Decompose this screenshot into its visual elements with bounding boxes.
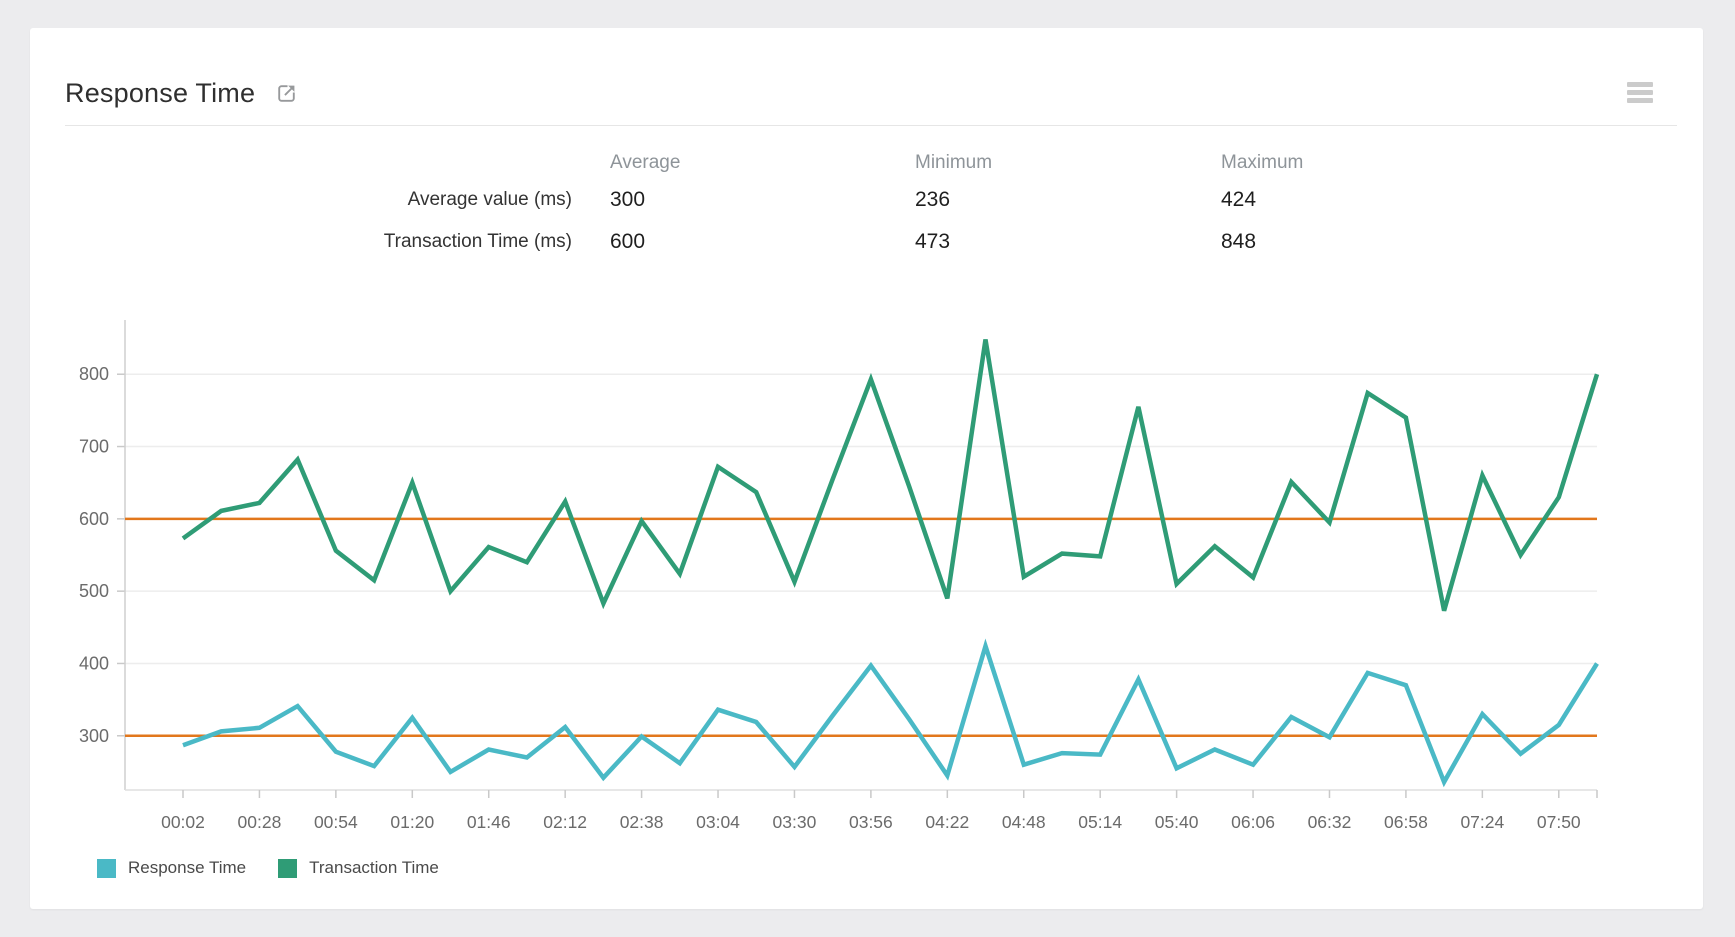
transaction-average: 600 <box>610 230 646 253</box>
x-axis-label: 04:48 <box>1002 812 1046 832</box>
page-title: Response Time <box>65 78 256 108</box>
y-axis-label: 800 <box>79 364 109 384</box>
x-axis-label: 02:12 <box>543 812 587 832</box>
summary-table: Average Minimum Maximum Average value (m… <box>65 28 1565 268</box>
legend-label: Transaction Time <box>309 858 439 877</box>
response-time-widget: Response Time Average Minimum Maximum Av… <box>30 28 1703 909</box>
x-axis-label: 06:32 <box>1308 812 1352 832</box>
x-axis-label: 00:54 <box>314 812 358 832</box>
x-axis-label: 00:28 <box>238 812 282 832</box>
x-axis-label: 02:38 <box>620 812 664 832</box>
export-button[interactable] <box>274 81 299 109</box>
header-divider <box>65 125 1677 126</box>
legend-item-response-time[interactable]: Response Time <box>97 858 246 878</box>
hamburger-menu-icon <box>1627 82 1655 103</box>
y-axis-label: 600 <box>79 509 109 529</box>
x-axis-label: 05:14 <box>1078 812 1122 832</box>
response-time-chart: 300 400 500 600 700 800 00:02 00:28 00:54 01:20 01… <box>79 320 1600 832</box>
x-axis-label: 01:20 <box>390 812 434 832</box>
y-axis-label: 400 <box>79 653 109 673</box>
x-axis-label: 03:04 <box>696 812 740 832</box>
response-time-line <box>182 638 1599 788</box>
x-axis-label: 00:02 <box>161 812 205 832</box>
avg-value-maximum: 424 <box>1221 188 1257 211</box>
x-axis-label: 06:58 <box>1384 812 1428 832</box>
column-header-maximum: Maximum <box>1221 152 1304 173</box>
row-label-transaction-time: Transaction Time (ms) <box>383 231 572 252</box>
transaction-time-swatch <box>278 858 298 878</box>
row-label-average-value: Average value (ms) <box>407 189 572 210</box>
legend-label: Response Time <box>128 858 247 877</box>
x-axis-label: 05:40 <box>1155 812 1199 832</box>
x-axis-label: 01:46 <box>467 812 511 832</box>
column-header-average: Average <box>610 152 681 173</box>
transaction-minimum: 473 <box>915 230 951 253</box>
x-axis-label: 04:22 <box>925 812 969 832</box>
response-time-swatch <box>97 858 116 878</box>
chart-area: 300 400 500 600 700 800 00:02 00:28 00:54 01:20 01… <box>65 300 1615 845</box>
transaction-maximum: 848 <box>1221 230 1257 253</box>
transaction-time-line <box>181 339 1600 612</box>
widget-header: Response Time <box>65 78 1668 114</box>
export-icon <box>277 84 295 102</box>
y-axis-label: 700 <box>79 437 109 457</box>
x-axis-label: 07:50 <box>1537 812 1581 832</box>
x-axis-label: 03:30 <box>773 812 817 832</box>
column-header-minimum: Minimum <box>915 152 993 173</box>
avg-value-average: 300 <box>610 188 646 211</box>
x-axis-label: 03:56 <box>849 812 893 832</box>
x-axis-label: 07:24 <box>1460 812 1504 832</box>
legend-item-transaction-time[interactable]: Transaction Time <box>278 858 439 878</box>
y-axis-label: 500 <box>79 581 109 601</box>
widget-menu-button[interactable] <box>1627 82 1655 104</box>
y-axis-label: 300 <box>79 726 109 746</box>
x-axis-label: 06:06 <box>1231 812 1275 832</box>
chart-legend: Response Time Transaction Time <box>97 858 471 878</box>
avg-value-minimum: 236 <box>915 188 951 211</box>
